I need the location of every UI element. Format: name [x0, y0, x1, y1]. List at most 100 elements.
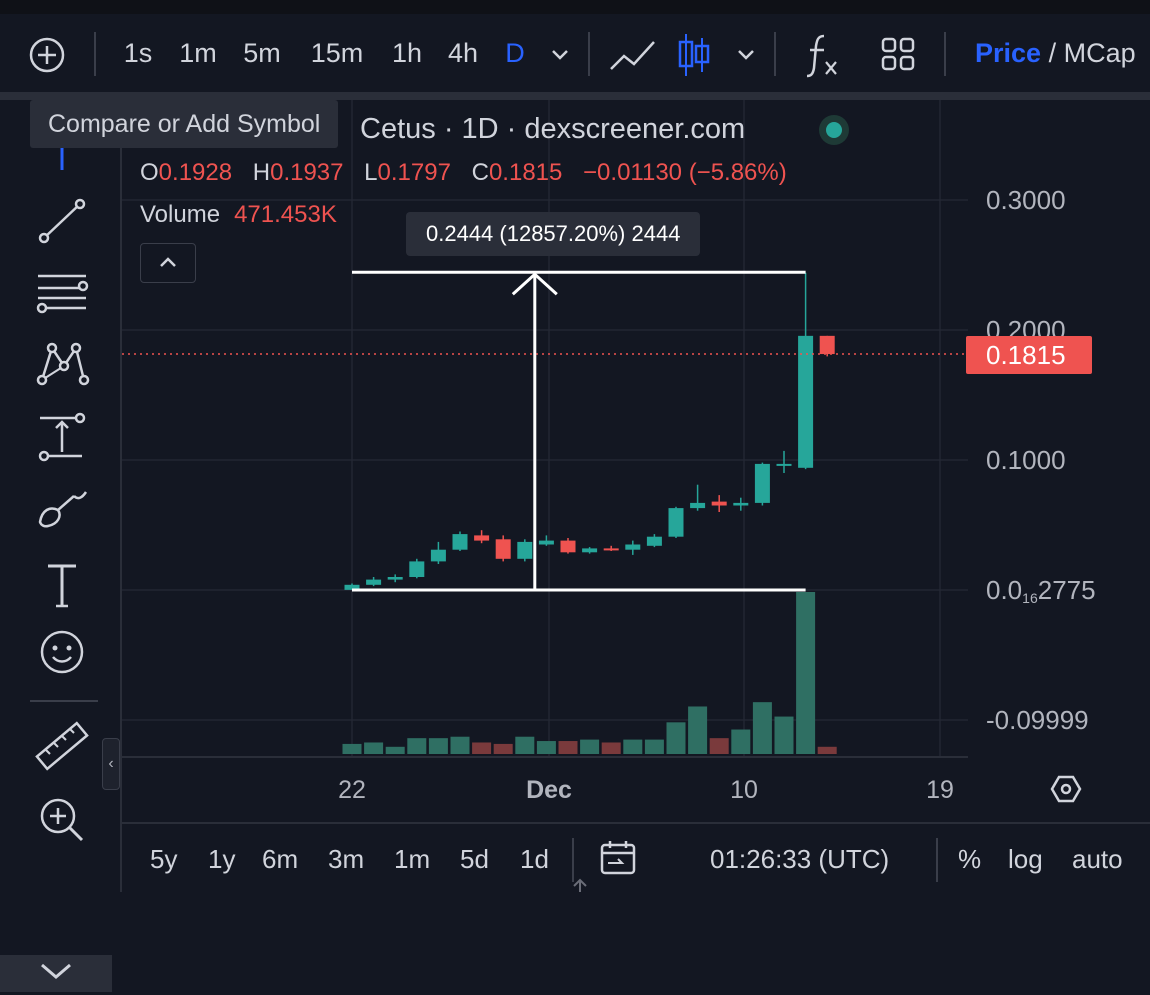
candle-body [538, 540, 554, 545]
calendar-goto-icon[interactable] [598, 838, 638, 878]
log-scale-toggle[interactable]: log [1008, 844, 1043, 874]
ohlc-low-label: L [364, 159, 378, 186]
interval-1h[interactable]: 1h [391, 38, 423, 68]
timeframe-5d[interactable]: 5d [460, 844, 489, 874]
volume-bar [385, 746, 405, 754]
chevron-down-icon[interactable] [734, 44, 758, 64]
legend-collapse-button[interactable] [140, 243, 196, 283]
volume-bar [796, 592, 816, 754]
chevron-down-icon [41, 963, 71, 979]
candle-body [776, 463, 792, 466]
ohlc-low: 0.1797 [377, 159, 451, 186]
ohlc-close: 0.1815 [488, 159, 563, 186]
trend-line-icon[interactable] [30, 192, 94, 252]
price-mcap-toggle[interactable]: Price / MCap [975, 38, 1136, 69]
sidebar-separator [30, 700, 98, 702]
window-top-strip [0, 0, 1150, 14]
interval-d[interactable]: D [505, 38, 525, 68]
zoom-in-icon[interactable] [30, 790, 94, 850]
interval-4h[interactable]: 4h [447, 38, 479, 68]
fib-retracement-icon[interactable] [30, 262, 94, 322]
toolbar-separator [774, 32, 776, 76]
candle-body [711, 501, 727, 506]
timeframe-5y[interactable]: 5y [150, 844, 178, 874]
candle-body [452, 534, 468, 550]
price-axis-label: 0.0162775 [986, 575, 1096, 606]
volume-bar [558, 741, 578, 754]
volume-bar [450, 736, 470, 754]
text-icon[interactable] [30, 556, 94, 616]
bottom-separator [936, 838, 938, 882]
bottom-toolbar: 5y 1y 6m 3m 1m 5d 1d 01:26:33 (UTC) % lo… [122, 822, 1150, 894]
price-range-icon[interactable] [30, 406, 94, 466]
volume-bar [623, 739, 643, 754]
utc-clock[interactable]: 01:26:33 (UTC) [710, 844, 890, 874]
percent-scale-toggle[interactable]: % [958, 844, 982, 874]
market-status-dot [826, 122, 842, 138]
candle-body [603, 548, 619, 551]
volume-label: Volume [140, 201, 221, 228]
chart-canvas[interactable]: 0.30000.20000.1000-0.099990.01627750.181… [0, 0, 1150, 892]
last-price-badge [966, 336, 1092, 375]
ruler-icon[interactable] [30, 718, 94, 778]
price-axis-label: -0.09999 [986, 705, 1089, 735]
sidebar-more-button[interactable] [0, 955, 112, 992]
measure-arrow-head [511, 272, 558, 296]
candle-body [495, 539, 511, 559]
volume-bar [731, 729, 751, 754]
ohlc-values: O0.1928 H0.1937 L0.1797 C0.1815 −0.01130… [140, 159, 801, 187]
last-price-label: 0.1815 [986, 340, 1066, 370]
volume-bar [407, 738, 427, 754]
pattern-icon[interactable] [30, 334, 94, 394]
brush-icon[interactable] [30, 482, 94, 542]
ohlc-high-label: H [252, 159, 271, 186]
volume-bar [364, 742, 384, 754]
volume-value: 471.453K [234, 201, 337, 228]
candle-body [625, 544, 641, 550]
timeframe-3m[interactable]: 3m [328, 844, 365, 874]
interval-15m[interactable]: 15m [310, 38, 364, 68]
timeframe-1d[interactable]: 1d [520, 844, 549, 874]
interval-1m[interactable]: 1m [179, 38, 217, 68]
legend-title: Cetus · 1D · dexscreener.com [360, 113, 746, 145]
time-axis-label: 10 [730, 776, 758, 804]
sidebar-collapse-handle[interactable]: ‹ [102, 738, 120, 790]
crosshair-icon[interactable] [30, 140, 94, 172]
ohlc-open: 0.1928 [158, 159, 233, 186]
volume-bar [688, 706, 708, 754]
volume-bar [709, 738, 729, 754]
interval-5m[interactable]: 5m [243, 38, 281, 68]
volume-bar [428, 738, 448, 754]
volume-bar [472, 742, 492, 754]
volume-bar [493, 743, 513, 754]
chevron-down-icon[interactable] [548, 44, 572, 64]
timeframe-6m[interactable]: 6m [262, 844, 299, 874]
time-axis-label: 19 [926, 776, 954, 804]
plus-circle-icon[interactable] [28, 36, 66, 74]
axis-settings-icon[interactable] [1050, 775, 1082, 803]
volume-bar [601, 742, 621, 754]
candle-body [474, 535, 490, 541]
ohlc-high: 0.1937 [270, 159, 344, 186]
candle-body [366, 579, 382, 585]
price-toggle-mcap[interactable]: MCap [1063, 38, 1136, 68]
candle-body [668, 508, 684, 537]
toolbar-separator [944, 32, 946, 76]
price-axis-label: 0.3000 [986, 185, 1066, 215]
interval-1s[interactable]: 1s [123, 38, 153, 68]
auto-scale-toggle[interactable]: auto [1072, 844, 1123, 874]
price-toggle-price[interactable]: Price [975, 38, 1042, 68]
candle-body [798, 335, 814, 468]
scroll-up-arrow-icon[interactable] [570, 876, 590, 892]
volume-bar [666, 722, 686, 754]
candle-body [582, 548, 598, 553]
line-chart-icon[interactable] [608, 36, 658, 74]
price-axis-label: 0.1000 [986, 445, 1066, 475]
fx-icon[interactable] [804, 32, 840, 78]
emoji-icon[interactable] [30, 622, 94, 682]
timeframe-1y[interactable]: 1y [208, 844, 236, 874]
grid-icon[interactable] [880, 36, 916, 72]
ohlc-change: −0.01130 (−5.86%) [583, 159, 787, 186]
candles-icon[interactable] [676, 32, 712, 78]
timeframe-1m[interactable]: 1m [394, 844, 431, 874]
